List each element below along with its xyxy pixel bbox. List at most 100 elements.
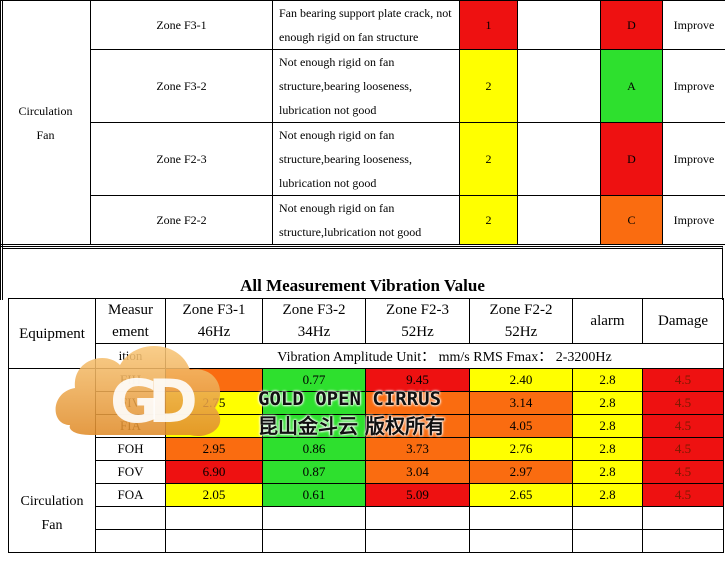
vibration-header-row: Equipment Measur ement Zone F3-1 46Hz Zone F… bbox=[8, 298, 724, 369]
empty-cell bbox=[469, 506, 573, 530]
description-line: enough rigid on fan structure bbox=[279, 30, 419, 44]
measurement-point: FIH bbox=[95, 368, 166, 392]
zone-name: Zone F3-1 bbox=[90, 0, 273, 50]
vibration-section-title: All Measurement Vibration Value bbox=[240, 276, 485, 295]
header-equipment: Equipment bbox=[8, 298, 96, 369]
header-zone: Zone F3-2 34Hz bbox=[262, 298, 366, 344]
vibration-value: 3.14 bbox=[469, 391, 573, 415]
empty-cell bbox=[469, 529, 573, 553]
recommended-action: Improve bbox=[662, 49, 725, 123]
vibration-value: 2.76 bbox=[469, 437, 573, 461]
alarm-value: 2.8 bbox=[572, 368, 643, 392]
alarm-value: 2.8 bbox=[572, 414, 643, 438]
defect-description: Fan bearing support plate crack, not enou… bbox=[272, 0, 460, 50]
recommended-action: Improve bbox=[662, 122, 725, 196]
zone-frequency: 52Hz bbox=[504, 324, 538, 340]
equipment-name-line: Fan bbox=[36, 127, 55, 142]
defect-equipment-cell: Circulation Fan bbox=[0, 0, 91, 245]
description-line: Not enough rigid on fan bbox=[279, 55, 395, 69]
vibration-value: 0.86 bbox=[262, 437, 366, 461]
empty-row bbox=[9, 506, 724, 530]
blank-cell bbox=[517, 0, 601, 50]
measurement-point: FIV bbox=[95, 391, 166, 415]
damage-value: 4.5 bbox=[642, 368, 724, 392]
vibration-value: 3.04 bbox=[365, 460, 470, 484]
vibration-value: 0.87 bbox=[262, 460, 366, 484]
description-line: lubrication not good bbox=[279, 103, 377, 117]
equipment-name-line: Circulation bbox=[18, 103, 73, 118]
empty-cell bbox=[572, 529, 643, 553]
empty-cell bbox=[365, 506, 470, 530]
empty-cell bbox=[365, 529, 470, 553]
damage-value: 4.5 bbox=[642, 414, 724, 438]
vibration-row: FOH 2.95 0.86 3.73 2.76 2.8 4.5 bbox=[9, 437, 724, 461]
description-line: structure,lubrication not good bbox=[279, 225, 422, 239]
vibration-value: 5.09 bbox=[365, 483, 470, 507]
defect-row: Zone F3-2 Not enough rigid on fan structur… bbox=[1, 49, 725, 123]
defect-description: Not enough rigid on fan structure,bearing… bbox=[272, 122, 460, 196]
alarm-value: 2.8 bbox=[572, 460, 643, 484]
damage-value: 4.5 bbox=[642, 391, 724, 415]
measurement-point: FOV bbox=[95, 460, 166, 484]
condition-grade: A bbox=[600, 49, 663, 123]
zone-name: Zone F2-3 bbox=[90, 122, 273, 196]
empty-cell bbox=[572, 506, 643, 530]
alarm-value: 2.8 bbox=[572, 437, 643, 461]
vibration-row: FOV 6.90 0.87 3.04 2.97 2.8 4.5 bbox=[9, 460, 724, 484]
damage-value: 4.5 bbox=[642, 437, 724, 461]
condition-grade: C bbox=[600, 195, 663, 245]
header-measurement: Measur ement bbox=[95, 298, 166, 344]
vibration-equipment-cell: Circulation Fan bbox=[8, 368, 96, 553]
recommended-action: Improve bbox=[662, 0, 725, 50]
condition-grade: D bbox=[600, 122, 663, 196]
description-line: Fan bearing support plate crack, not bbox=[279, 6, 452, 20]
watermark-line2: 昆山金斗云 版权所有 bbox=[258, 414, 445, 438]
equipment-name-line: Circulation bbox=[20, 494, 84, 509]
vibration-value bbox=[165, 414, 263, 438]
defect-description: Not enough rigid on fan structure,bearing… bbox=[272, 49, 460, 123]
equipment-name-line: Fan bbox=[41, 518, 63, 533]
measurement-point: FOA bbox=[95, 483, 166, 507]
unit-row: ition Vibration Amplitude Unit： mm/s RMS … bbox=[9, 343, 724, 369]
severity-level: 1 bbox=[459, 0, 518, 50]
empty-cell bbox=[262, 529, 366, 553]
header-damage: Damage bbox=[642, 298, 724, 344]
defect-table: Circulation Fan Zone F3-1 Fan bearing suppo… bbox=[0, 0, 725, 245]
zone-label: Zone F3-2 bbox=[282, 302, 346, 318]
defect-row: Zone F2-2 Not enough rigid on fan structur… bbox=[1, 195, 725, 245]
zone-label: Zone F2-3 bbox=[386, 302, 449, 318]
vibration-value: 2.05 bbox=[165, 483, 263, 507]
blank-cell bbox=[517, 195, 601, 245]
description-line: Not enough rigid on fan bbox=[279, 201, 395, 215]
vibration-value: 2.65 bbox=[469, 483, 573, 507]
empty-cell bbox=[642, 529, 724, 553]
recommended-action: Improve bbox=[662, 195, 725, 245]
empty-cell bbox=[165, 529, 263, 553]
vibration-value: 2.97 bbox=[469, 460, 573, 484]
vibration-value: 6.90 bbox=[165, 460, 263, 484]
description-line: structure,bearing looseness, bbox=[279, 152, 412, 166]
vibration-value: 0.61 bbox=[262, 483, 366, 507]
vibration-value: 4.05 bbox=[469, 414, 573, 438]
vibration-value: 2.40 bbox=[469, 368, 573, 392]
blank-cell bbox=[517, 122, 601, 196]
measurement-point: FOH bbox=[95, 437, 166, 461]
header-zone: Zone F2-2 52Hz bbox=[469, 298, 573, 344]
description-line: Not enough rigid on fan bbox=[279, 128, 395, 142]
description-line: structure,bearing looseness, bbox=[279, 79, 412, 93]
vibration-value bbox=[165, 368, 263, 392]
vibration-value: 9.45 bbox=[365, 368, 470, 392]
empty-row bbox=[9, 529, 724, 553]
zone-frequency: 52Hz bbox=[401, 324, 434, 340]
zone-label: Zone F3-1 bbox=[182, 302, 246, 318]
header-position-fragment: ition bbox=[95, 343, 166, 369]
severity-level: 2 bbox=[459, 195, 518, 245]
section-frame bbox=[0, 246, 723, 300]
empty-cell bbox=[95, 529, 166, 553]
vibration-value: 0.77 bbox=[262, 368, 366, 392]
alarm-value: 2.8 bbox=[572, 483, 643, 507]
zone-label: Zone F2-2 bbox=[489, 302, 553, 318]
description-line: lubrication not good bbox=[279, 176, 377, 190]
empty-cell bbox=[262, 506, 366, 530]
severity-level: 2 bbox=[459, 49, 518, 123]
